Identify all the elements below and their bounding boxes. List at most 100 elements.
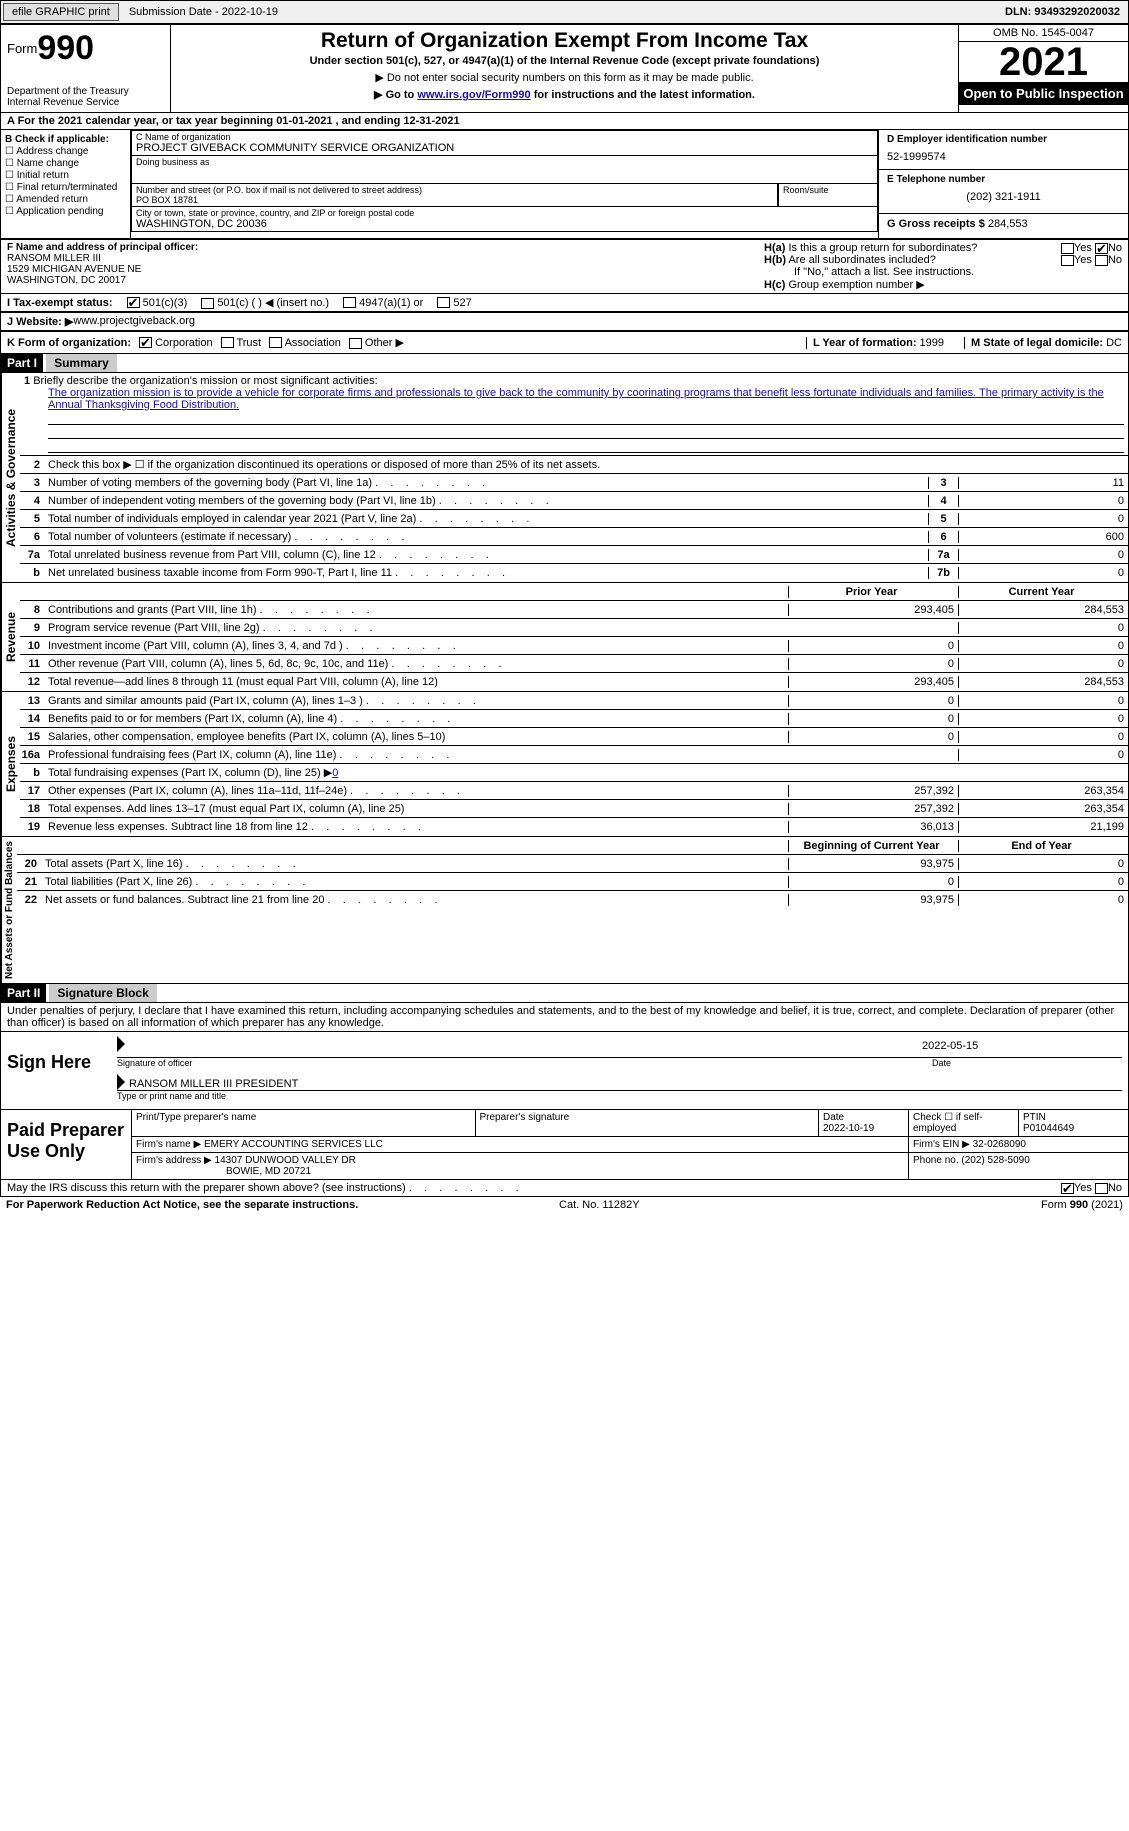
city-label: City or town, state or province, country… [136, 208, 414, 218]
ein-label: D Employer identification number [887, 134, 1120, 145]
sign-here-label: Sign Here [1, 1032, 101, 1109]
gross-value: 284,553 [988, 218, 1028, 230]
c17: 263,354 [958, 785, 1128, 797]
prep-name-label: Print/Type preparer's name [131, 1110, 475, 1136]
gross-label: G Gross receipts $ [887, 218, 985, 230]
chk-address-change[interactable]: ☐ Address change [5, 146, 126, 157]
part-i-header: Part I [1, 354, 43, 372]
p8: 293,405 [788, 604, 958, 616]
line-7a: Total unrelated business revenue from Pa… [44, 548, 928, 562]
line-20: Total assets (Part X, line 16) [41, 857, 788, 871]
chk-trust[interactable] [221, 337, 234, 348]
officer-addr1: 1529 MICHIGAN AVENUE NE [7, 264, 141, 275]
chk-4947[interactable] [343, 297, 356, 308]
chk-amended[interactable]: ☐ Amended return [5, 194, 126, 205]
discuss-yes[interactable] [1061, 1183, 1074, 1194]
val-5: 0 [958, 513, 1128, 525]
discuss-row: May the IRS discuss this return with the… [0, 1180, 1129, 1197]
hb-no[interactable] [1095, 255, 1108, 266]
chk-name-change[interactable]: ☐ Name change [5, 158, 126, 169]
revenue-section: Revenue Prior YearCurrent Year 8Contribu… [0, 583, 1129, 692]
discuss-label: May the IRS discuss this return with the… [7, 1182, 519, 1194]
line-16b: Total fundraising expenses (Part IX, col… [44, 765, 788, 780]
org-form-row: K Form of organization: Corporation Trus… [0, 331, 1129, 354]
hb-yes[interactable] [1061, 255, 1074, 266]
c21: 0 [958, 876, 1128, 888]
city-value: WASHINGTON, DC 20036 [136, 218, 267, 230]
form-label-footer: Form 990 (2021) [1041, 1199, 1123, 1211]
c16a: 0 [958, 749, 1128, 761]
line-5: Total number of individuals employed in … [44, 512, 928, 526]
efile-print-button[interactable]: efile GRAPHIC print [3, 3, 119, 21]
open-to-public: Open to Public Inspection [959, 82, 1128, 105]
discuss-no[interactable] [1095, 1183, 1108, 1194]
line-4: Number of independent voting members of … [44, 494, 928, 508]
c18: 263,354 [958, 803, 1128, 815]
p10: 0 [788, 640, 958, 652]
chk-501c[interactable] [201, 298, 214, 309]
line-10: Investment income (Part VIII, column (A)… [44, 639, 788, 653]
p17: 257,392 [788, 785, 958, 797]
ptin-value: P01044649 [1023, 1123, 1074, 1134]
net-assets-section: Net Assets or Fund Balances Beginning of… [0, 837, 1129, 984]
line-21: Total liabilities (Part X, line 26) [41, 875, 788, 889]
org-name: PROJECT GIVEBACK COMMUNITY SERVICE ORGAN… [136, 142, 454, 154]
end-year-hdr: End of Year [958, 840, 1128, 852]
part-ii-title: Signature Block [49, 984, 156, 1002]
ha-yes[interactable] [1061, 243, 1074, 254]
chk-527[interactable] [437, 297, 450, 308]
street-value: PO BOX 18781 [136, 195, 198, 205]
prep-date: 2022-10-19 [823, 1123, 874, 1134]
chk-corp[interactable] [139, 337, 152, 348]
c22: 0 [958, 894, 1128, 906]
tel-label: E Telephone number [887, 174, 1120, 185]
line-11: Other revenue (Part VIII, column (A), li… [44, 657, 788, 671]
p22: 93,975 [788, 894, 958, 906]
chk-assoc[interactable] [269, 337, 282, 348]
line-6: Total number of volunteers (estimate if … [44, 530, 928, 544]
p18: 257,392 [788, 803, 958, 815]
type-print-label: Type or print name and title [107, 1091, 1122, 1101]
dept-treasury: Department of the Treasury [7, 86, 164, 97]
c19: 21,199 [958, 821, 1128, 833]
paid-preparer-block: Paid Preparer Use Only Print/Type prepar… [0, 1110, 1129, 1180]
prep-sig-label: Preparer's signature [475, 1110, 819, 1136]
line-13: Grants and similar amounts paid (Part IX… [44, 694, 788, 708]
form-header: Form990 Department of the Treasury Inter… [0, 24, 1129, 113]
sig-date-value: 2022-05-15 [922, 1040, 1122, 1058]
chk-app-pending[interactable]: ☐ Application pending [5, 206, 126, 217]
line-18: Total expenses. Add lines 13–17 (must eq… [44, 802, 788, 816]
firm-phone: (202) 528-5090 [961, 1155, 1029, 1166]
ha-no[interactable] [1095, 243, 1108, 254]
prior-year-hdr: Prior Year [788, 586, 958, 598]
line-17: Other expenses (Part IX, column (A), lin… [44, 784, 788, 798]
top-toolbar: efile GRAPHIC print Submission Date - 20… [0, 0, 1129, 24]
exempt-status-row: I Tax-exempt status: 501(c)(3) 501(c) ( … [0, 294, 1129, 312]
line-19: Revenue less expenses. Subtract line 18 … [44, 820, 788, 834]
tel-value: (202) 321-1911 [887, 185, 1120, 209]
firm-addr1: 14307 DUNWOOD VALLEY DR [215, 1155, 356, 1166]
firm-ein: 32-0268090 [973, 1139, 1026, 1150]
officer-addr2: WASHINGTON, DC 20017 [7, 275, 126, 286]
p11: 0 [788, 658, 958, 670]
chk-other[interactable] [349, 338, 362, 349]
self-employed-check[interactable]: Check ☐ if self-employed [908, 1110, 1018, 1136]
activities-section: Activities & Governance 1 Briefly descri… [0, 373, 1129, 583]
p19: 36,013 [788, 821, 958, 833]
paid-preparer-label: Paid Preparer Use Only [1, 1110, 131, 1179]
chk-501c3[interactable] [127, 297, 140, 308]
c8: 284,553 [958, 604, 1128, 616]
ssn-warning: Do not enter social security numbers on … [177, 71, 952, 84]
chk-initial-return[interactable]: ☐ Initial return [5, 170, 126, 181]
line-9: Program service revenue (Part VIII, line… [44, 621, 788, 635]
c11: 0 [958, 658, 1128, 670]
chk-final-return[interactable]: ☐ Final return/terminated [5, 182, 126, 193]
sig-officer-label: Signature of officer [107, 1058, 922, 1068]
fundraising-link[interactable]: 0 [332, 767, 338, 779]
form990-link[interactable]: www.irs.gov/Form990 [417, 89, 530, 101]
officer-label: F Name and address of principal officer: [7, 242, 198, 253]
section-i-label: I Tax-exempt status: [7, 297, 113, 309]
c13: 0 [958, 695, 1128, 707]
website-row: J Website: ▶ www.projectgiveback.org [0, 312, 1129, 331]
street-label: Number and street (or P.O. box if mail i… [136, 185, 422, 195]
